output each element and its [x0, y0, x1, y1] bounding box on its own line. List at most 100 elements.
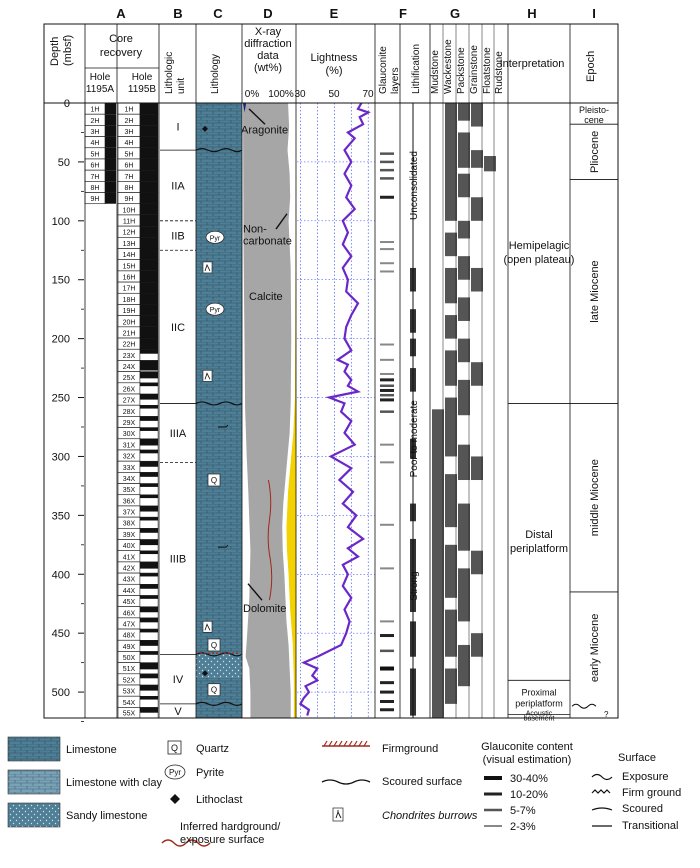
core-1195b-recovery	[140, 248, 158, 260]
core-1195b-recovery	[140, 651, 158, 655]
glauconite-level-label: 5-7%	[510, 805, 536, 817]
glauconite-layer	[380, 649, 394, 653]
depth-axis: 0 50 100 150 200 250 300 350 400 450 500	[52, 98, 84, 722]
unit-label-iiib: IIIB	[170, 553, 187, 565]
epoch-exposure-mark	[571, 703, 597, 709]
texture-packstone-header: Packstone	[456, 47, 467, 94]
interpretation-header: Interpretation	[500, 58, 565, 70]
core-1195b-recovery	[140, 539, 158, 546]
epoch-label: late Miocene	[589, 260, 601, 322]
depth-tick-label: 300	[52, 451, 70, 463]
texture-bar-grainstone	[471, 456, 483, 481]
glauconite-layer	[380, 343, 394, 346]
quartz-symbol	[207, 473, 221, 487]
texture-bar-wackestone	[445, 232, 457, 257]
core-1195b-label: 46X	[123, 610, 136, 617]
core-1195b-label: 54X	[123, 700, 136, 707]
texture-bar-packstone	[458, 338, 470, 363]
texture-bar-grainstone	[471, 267, 483, 292]
noncarbonate-arrow	[275, 213, 288, 230]
xrd-left-area	[243, 103, 251, 718]
interpretation-label-2: basement	[524, 715, 555, 722]
lithification-strong: Strong	[409, 571, 420, 600]
core-1195b-label: 18H	[123, 297, 136, 304]
quartz-symbol-label: Q	[211, 641, 217, 650]
hole-a-header-2: 1195A	[86, 84, 115, 95]
lightness-tick-50: 50	[328, 89, 340, 100]
core-1195b-label: 10H	[123, 207, 136, 214]
glauconite-layer	[380, 666, 394, 671]
legend-glauconite-title: Glauconite content	[481, 741, 573, 753]
glauconite-layer	[380, 378, 394, 382]
lithoclast-symbol	[202, 670, 208, 677]
unit-label-iv: IV	[173, 674, 184, 686]
glauconite-level-swatch	[484, 776, 502, 780]
legend-quartz-letter: Q	[171, 743, 178, 753]
unit-label-v: V	[174, 706, 182, 718]
hole-b-header-2: 1195B	[128, 84, 157, 95]
aragonite-arrow	[248, 108, 266, 125]
texture-bar-grainstone	[471, 362, 483, 386]
core-1195b-label: 40X	[123, 543, 136, 550]
chondrites-symbol	[202, 620, 213, 633]
core-1195b-recovery	[140, 338, 158, 350]
core-1195b-recovery	[140, 237, 158, 249]
core-1195b-label: 36X	[123, 498, 136, 505]
core-1195a-label: 2H	[91, 118, 100, 125]
glauconite-layer	[380, 168, 394, 172]
core-1195b-recovery	[140, 584, 158, 589]
dolomite-arrow	[247, 583, 263, 601]
core-1195a-label: 3H	[91, 129, 100, 136]
core-1195a-recovery	[105, 125, 116, 137]
firmground-tick	[353, 740, 358, 747]
depth-tick-label: 350	[52, 510, 70, 522]
lightness-tick-70: 70	[362, 89, 374, 100]
legend-surface-title: Surface	[618, 752, 656, 764]
xrd-header: X-ray	[255, 26, 282, 38]
xrd-header-4: (wt%)	[254, 62, 282, 74]
interpretation-label: Hemipelagic	[509, 240, 570, 252]
texture-bar-packstone	[458, 220, 470, 239]
header-labels: Depth (mbsf) Core recovery Hole 1195A Ho…	[49, 26, 597, 100]
core-1195b-label: 31X	[123, 442, 136, 449]
legend-scoured-surface-symbol	[591, 807, 613, 811]
core-1195b-recovery	[140, 293, 158, 305]
lightness-header: Lightness	[310, 52, 358, 64]
core-1195b-recovery	[140, 405, 158, 409]
pyrite-symbol	[205, 302, 225, 316]
core-1195b-label: 20H	[123, 319, 136, 326]
core-1195b-recovery	[140, 595, 158, 599]
legend-scoured-label: Scoured surface	[382, 776, 462, 788]
core-1195b-recovery	[140, 472, 158, 477]
core-1195b-label: 32X	[123, 454, 136, 461]
column-frame	[43, 23, 619, 719]
core-1195a-label: 7H	[91, 174, 100, 181]
legend-chondrites-label: Chondrites burrows	[382, 810, 478, 822]
lithology-header: Lithology	[210, 54, 221, 94]
legend-lithoclast-label: Lithoclast	[196, 794, 242, 806]
firmground-tick	[328, 740, 333, 747]
texture-bar-packstone	[458, 103, 470, 121]
glauconite-level-label: 30-40%	[510, 773, 548, 785]
core-1195b-label: 2H	[125, 118, 134, 125]
core-1195b-label: 47X	[123, 621, 136, 628]
legend-limestone-clay-swatch	[7, 769, 61, 795]
core-1195a-label: 6H	[91, 163, 100, 170]
core-1195b-label: 7H	[125, 174, 134, 181]
texture-bar-grainstone	[471, 103, 483, 127]
core-1195b-label: 15H	[123, 263, 136, 270]
lithification-column: Unconsolidated Poor to moderate Strong	[409, 103, 420, 718]
glauconite-layer	[380, 160, 394, 164]
core-1195b-label: 42X	[123, 565, 136, 572]
core-1195b-recovery	[140, 326, 158, 339]
core-1195b-label: 27X	[123, 398, 136, 405]
texture-bar-wackestone	[445, 668, 457, 704]
depth-tick-label: 0	[64, 98, 70, 110]
core-1195b-label: 21H	[123, 330, 136, 337]
xrd-label-aragonite: Aragonite	[241, 125, 288, 137]
core-1195b-label: 45X	[123, 599, 136, 606]
core-1195a-label: 8H	[91, 185, 100, 192]
core-1195b-label: 17H	[123, 286, 136, 293]
core-1195b-label: 33X	[123, 465, 136, 472]
